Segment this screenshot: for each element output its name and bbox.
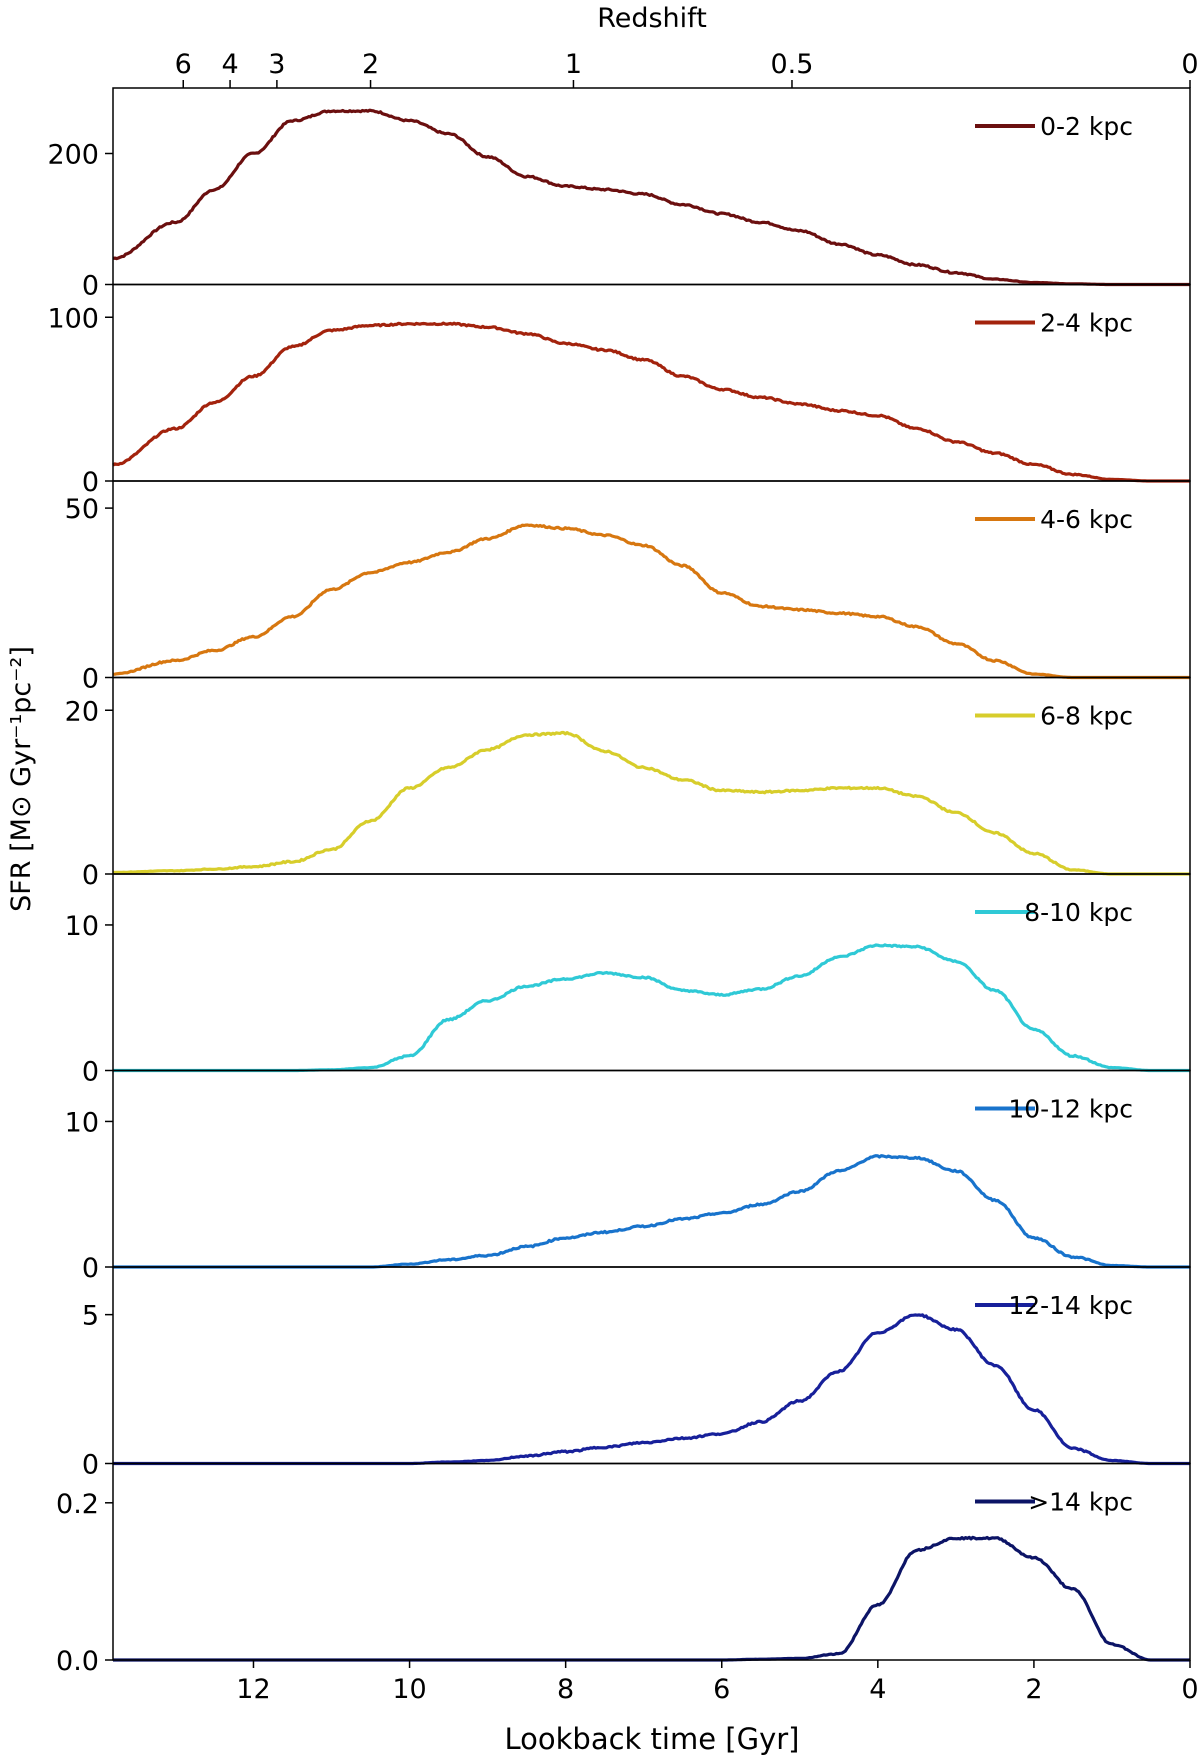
redshift-tick-label: 3 [268,49,285,80]
y-tick-label: 0 [82,664,99,695]
x-tick-label: 4 [869,1674,886,1705]
y-tick-label: 0 [82,467,99,498]
y-tick-label: 5 [82,1301,99,1332]
redshift-axis: 6 4 3 2 1 0.5 0 [175,49,1199,88]
y-tick-label: 0.0 [56,1646,99,1677]
series-line-panel-2 [112,321,1190,483]
y-tick-label: 10 [65,1107,99,1138]
y-tick-label: 0 [82,1253,99,1284]
panel-frame [112,283,1191,482]
legend-label: 0-2 kpc [1040,112,1133,141]
series-line-panel-3 [112,523,1190,680]
series-line-panel-7 [113,1313,1190,1466]
redshift-tick-label: 6 [175,49,192,80]
y-tick-label: 20 [65,696,99,727]
legend-label: 2-4 kpc [1040,309,1133,338]
series-line-panel-8 [113,1535,1190,1662]
series-line-panel-1 [112,108,1190,287]
x-tick-label: 0 [1181,1674,1198,1705]
x-tick-label: 8 [557,1674,574,1705]
redshift-tick-label: 0 [1181,49,1198,80]
x-axis-label: Lookback time [Gyr] [505,1722,800,1756]
legend-label: 8-10 kpc [1024,898,1133,927]
redshift-tick-label: 4 [221,49,238,80]
redshift-axis-label: Redshift [597,3,707,34]
series-line-panel-4 [112,730,1190,876]
y-tick-label: 0.2 [56,1489,99,1520]
panel-frame [112,1462,1191,1661]
series-line-panel-6 [113,1154,1190,1269]
y-tick-label: 0 [82,271,99,302]
y-tick-label: 0 [82,860,99,891]
panel-7: 0 5 12-14 kpc [82,1266,1191,1481]
panel-frame [112,87,1191,286]
legend-label: 4-6 kpc [1040,505,1133,534]
redshift-tick-label: 2 [362,49,379,80]
legend-label: >14 kpc [1028,1488,1133,1517]
panel-2: 0 100 2-4 kpc [47,283,1191,498]
panel-5: 0 10 8-10 kpc [65,873,1191,1088]
y-axis-label: SFR [M⊙ Gyr⁻¹pc⁻²] [6,646,37,912]
panel-frame [112,480,1191,679]
x-tick-label: 10 [392,1674,426,1705]
y-tick-label: 10 [65,911,99,942]
x-tick-label: 2 [1025,1674,1042,1705]
series-line-panel-5 [113,943,1190,1073]
x-tick-label: 6 [713,1674,730,1705]
legend-label: 10-12 kpc [1008,1095,1133,1124]
panel-8: 0.0 0.2 >14 kpc [56,1462,1191,1677]
y-tick-label: 100 [47,303,99,334]
y-tick-label: 50 [65,494,99,525]
redshift-tick-label: 1 [565,49,582,80]
legend-label: 12-14 kpc [1008,1291,1133,1320]
panel-4: 0 20 6-8 kpc [65,676,1191,891]
y-tick-label: 0 [82,1057,99,1088]
panel-1: 0 200 0-2 kpc [47,87,1191,302]
redshift-tick-label: 0.5 [771,49,814,80]
y-tick-label: 0 [82,1450,99,1481]
lookback-time-axis: 12 10 8 6 4 2 0 [236,1660,1199,1705]
x-tick-label: 12 [236,1674,270,1705]
y-tick-label: 200 [47,140,99,171]
panel-frame [112,676,1191,875]
legend-label: 6-8 kpc [1040,702,1133,731]
panel-6: 0 10 10-12 kpc [65,1069,1191,1284]
panel-3: 0 50 4-6 kpc [65,480,1191,695]
